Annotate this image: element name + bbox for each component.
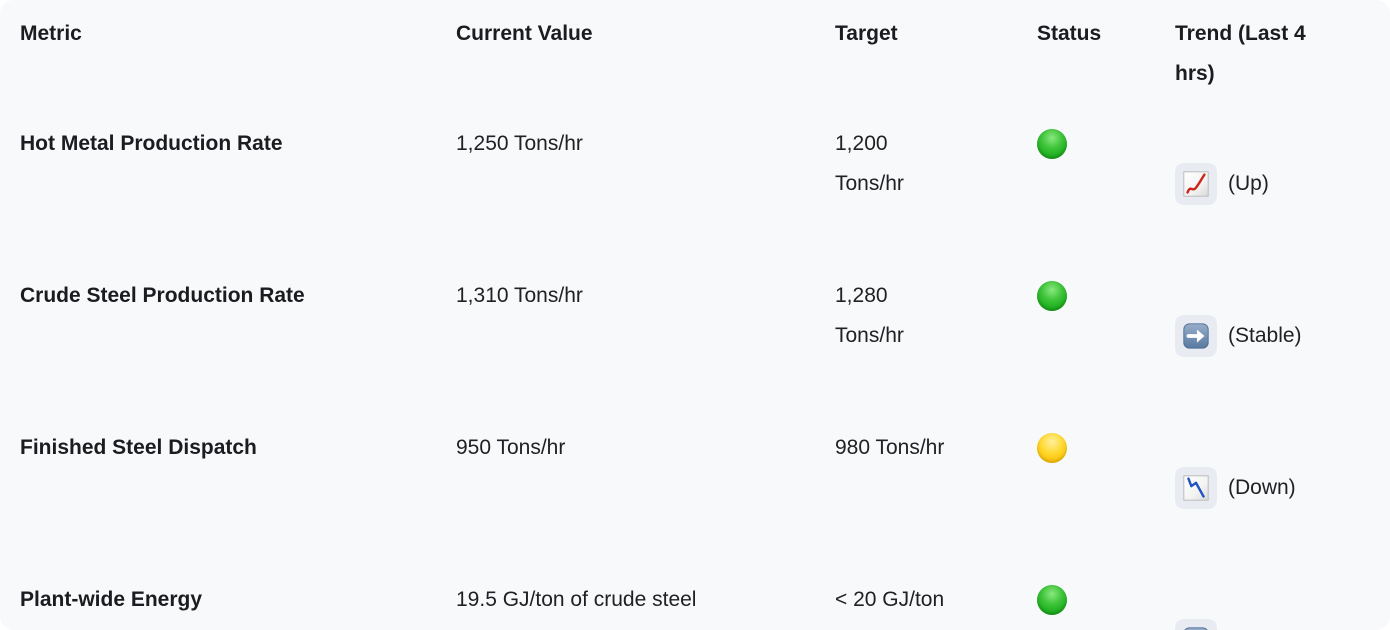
trend-cell: (Stable) bbox=[1175, 260, 1390, 412]
table-row: Crude Steel Production Rate 1,310 Tons/h… bbox=[0, 260, 1390, 412]
column-header-metric: Metric bbox=[20, 22, 82, 45]
trend-label: (Stable) bbox=[1228, 620, 1302, 630]
yellow-circle-icon bbox=[1037, 433, 1067, 463]
current-value-cell: 1,310 Tons/hr bbox=[456, 284, 583, 307]
column-header-status: Status bbox=[1037, 22, 1102, 45]
table-row: Hot Metal Production Rate 1,250 Tons/hr … bbox=[0, 108, 1390, 260]
metric-cell: Hot Metal Production Rate bbox=[20, 132, 283, 155]
arrow-right-icon bbox=[1175, 315, 1217, 357]
trend-cell: (Up) bbox=[1175, 108, 1390, 260]
green-circle-icon bbox=[1037, 281, 1067, 311]
target-cell: < 20 GJ/ton bbox=[835, 588, 945, 611]
table-row: Plant-wide Energy Consumption 19.5 GJ/to… bbox=[0, 564, 1390, 630]
metric-cell: Plant-wide Energy Consumption bbox=[20, 588, 203, 630]
status-cell bbox=[1037, 412, 1175, 564]
current-value-cell: 19.5 GJ/ton of crude steel bbox=[456, 588, 697, 611]
arrow-right-icon bbox=[1175, 619, 1217, 630]
chart-down-icon bbox=[1175, 467, 1217, 509]
target-cell: 1,200 Tons/hr bbox=[835, 132, 904, 195]
trend-label: (Down) bbox=[1228, 476, 1296, 499]
column-header-target: Target bbox=[835, 22, 898, 45]
column-header-trend: Trend (Last 4 hrs) bbox=[1175, 22, 1306, 85]
metric-cell: Finished Steel Dispatch bbox=[20, 436, 257, 459]
table-row: Finished Steel Dispatch 950 Tons/hr 980 … bbox=[0, 412, 1390, 564]
metric-cell: Crude Steel Production Rate bbox=[20, 284, 305, 307]
header-row: Metric Current Value Target Status Trend… bbox=[0, 0, 1390, 108]
chart-up-icon bbox=[1175, 163, 1217, 205]
green-circle-icon bbox=[1037, 129, 1067, 159]
trend-label: (Up) bbox=[1228, 172, 1269, 195]
status-cell bbox=[1037, 108, 1175, 260]
trend-cell: (Stable) bbox=[1175, 564, 1390, 630]
target-cell: 1,280 Tons/hr bbox=[835, 284, 904, 347]
status-cell bbox=[1037, 260, 1175, 412]
status-cell bbox=[1037, 564, 1175, 630]
column-header-current-value: Current Value bbox=[456, 22, 593, 45]
trend-cell: (Down) bbox=[1175, 412, 1390, 564]
trend-label: (Stable) bbox=[1228, 324, 1302, 347]
target-cell: 980 Tons/hr bbox=[835, 436, 945, 459]
current-value-cell: 1,250 Tons/hr bbox=[456, 132, 583, 155]
current-value-cell: 950 Tons/hr bbox=[456, 436, 566, 459]
green-circle-icon bbox=[1037, 585, 1067, 615]
